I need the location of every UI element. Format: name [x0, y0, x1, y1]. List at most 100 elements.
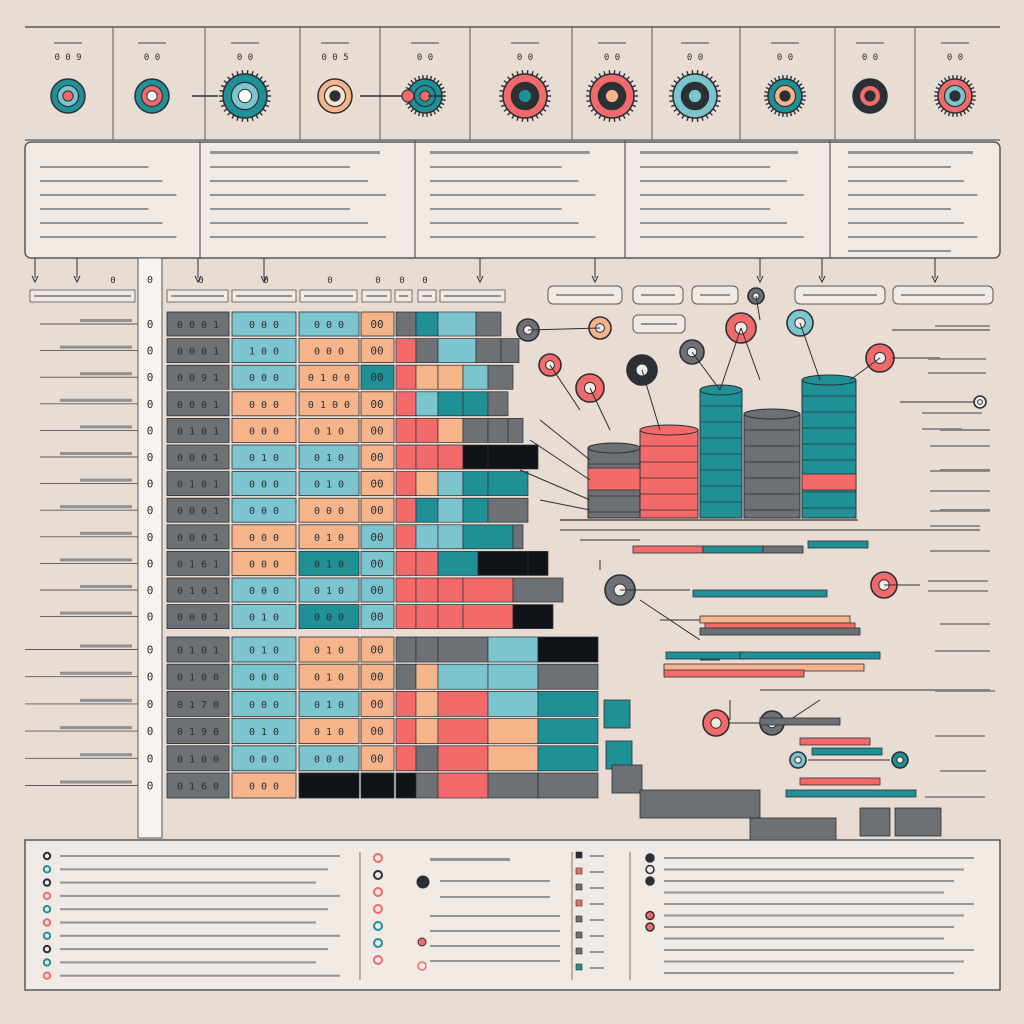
cell-b-value: 0 1 0: [249, 727, 279, 738]
row-label: [60, 398, 132, 402]
pill-text: [641, 294, 675, 296]
arrow-head: [476, 275, 484, 284]
horizontal-bar: [759, 717, 841, 726]
annotation-text: [935, 325, 990, 327]
cell-d-value: 00: [370, 531, 383, 544]
cell-b-value: 0 1 0: [249, 453, 279, 464]
pill-text: [700, 294, 730, 296]
bullet-dot-icon: [417, 937, 427, 947]
colour-block: [537, 772, 599, 799]
colour-block: [477, 551, 529, 576]
table-row: 0 0 0 0 1 0 0 0 0 0 0 00: [40, 311, 395, 337]
cell-c-value: 0 0 0: [314, 506, 344, 517]
ring-core: [62, 90, 74, 102]
cell-c: [298, 311, 360, 337]
bullet-dot-icon: [42, 958, 52, 967]
row-label: [80, 425, 132, 429]
panel-text-line: [848, 166, 951, 168]
cell-b-value: 0 0 0: [249, 400, 279, 411]
cylinder-top: [587, 442, 641, 454]
legend-text: [590, 903, 604, 905]
top-item: 0 0: [404, 42, 446, 117]
cell-d: [360, 663, 395, 690]
cylinder-body: [801, 379, 857, 519]
legend-text: [590, 871, 604, 873]
cell-a-value: 0 0 0 1: [177, 506, 219, 517]
description-panel: [210, 151, 386, 238]
column-header-text: [304, 295, 353, 297]
panel-text-line: [640, 208, 771, 210]
panel-text-line: [430, 194, 596, 196]
annotation-text: [928, 372, 986, 374]
top-row: 0 0 9 0 0 0 0 0 0 5 0 0 0 0 0 0 0 0 0 0 0 0 0 0: [25, 26, 1000, 258]
panel-text-line: [210, 166, 350, 168]
cell-a-value: 0 0 0 1: [177, 613, 219, 624]
cell-b-value: 0 0 0: [249, 586, 279, 597]
pill-label: [632, 285, 684, 305]
colour-block: [437, 604, 464, 629]
colour-block: [437, 636, 489, 663]
cell-a: [166, 663, 230, 690]
row-index: 0: [147, 584, 154, 597]
table-row: 0 0 0 0 1 1 0 0 0 0 0 00: [40, 338, 395, 364]
bullet-dot-icon: [42, 971, 52, 980]
cell-b-value: 0 0 0: [249, 506, 279, 517]
cell-b-value: 1 0 0: [249, 347, 279, 358]
header-mark: 0: [375, 276, 380, 286]
footer-text-line: [60, 921, 316, 924]
cell-c: [298, 772, 360, 799]
ring-core: [329, 90, 341, 102]
cell-a: [166, 745, 230, 772]
cell-b: [231, 444, 297, 470]
connector-line: [539, 419, 591, 461]
cell-b-value: 0 0 0: [249, 426, 279, 437]
colour-block-grid: [395, 311, 942, 847]
node-gear-icon: [764, 75, 806, 117]
node-core: [710, 717, 722, 729]
arrow-head: [931, 275, 939, 284]
footer-text-line: [60, 974, 340, 977]
node-ring-icon: [317, 78, 353, 114]
legend-text: [590, 887, 604, 889]
table-row: 0 0 1 0 1 0 0 0 0 1 0 00: [40, 417, 395, 443]
legend-swatch: [575, 867, 583, 875]
row-index: 0: [147, 644, 154, 657]
horizontal-bar: [785, 789, 917, 798]
colour-block: [415, 551, 439, 576]
colour-block: [475, 311, 502, 337]
top-item-caption: [941, 42, 969, 44]
node-dot-icon: [702, 709, 730, 737]
cell-b: [231, 364, 297, 390]
cell-c: [298, 497, 360, 523]
cell-c-value: 0 0 0: [314, 613, 344, 624]
cell-b: [231, 471, 297, 497]
cell-d: [360, 338, 395, 364]
panel-text-line: [848, 250, 951, 252]
colour-block: [487, 471, 529, 496]
panel-text-line: [848, 222, 965, 224]
panel-text-line: [430, 180, 579, 182]
legend-swatch: [575, 915, 583, 923]
panel-heading: [848, 151, 973, 154]
top-item: 0 0: [499, 42, 551, 122]
bullet-dot-icon: [42, 944, 52, 954]
pill-label: [892, 285, 994, 305]
annotation-text: [935, 690, 995, 692]
bullet-dot-icon: [42, 905, 52, 914]
cell-c-value: 0 1 0: [314, 673, 344, 684]
cylinder-top: [801, 374, 857, 386]
node-target-icon: [50, 78, 86, 114]
annotation-text: [940, 623, 990, 625]
cell-d: [360, 444, 395, 470]
cell-a-value: 0 1 0 0: [177, 754, 219, 765]
cylinder-top: [639, 424, 699, 436]
cell-b: [231, 338, 297, 364]
cell-c-value: 0 1 0: [314, 646, 344, 657]
table-row: 0 0 1 9 0 0 1 0 0 1 0 00: [25, 718, 395, 744]
panel-text-line: [848, 236, 978, 238]
connector-line: [527, 327, 601, 331]
node-gear-icon: [586, 70, 638, 122]
annotation-text: [928, 590, 988, 592]
header-mark: 0: [110, 276, 115, 286]
